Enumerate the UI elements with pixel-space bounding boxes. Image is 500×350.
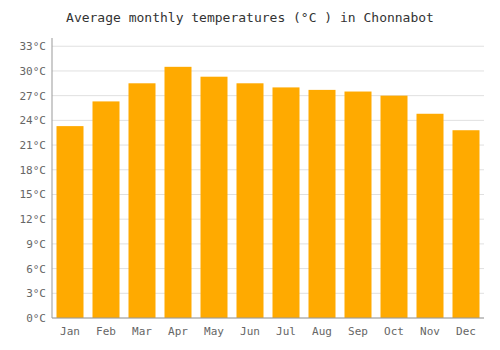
- x-tick-label: Jan: [60, 325, 80, 338]
- x-tick-label: Nov: [420, 325, 440, 338]
- y-tick-label: 27°C: [20, 90, 47, 103]
- x-tick-label: Dec: [456, 325, 476, 338]
- y-tick-label: 15°C: [20, 188, 47, 201]
- grid-line: [52, 46, 484, 47]
- x-tick-label: Apr: [168, 325, 188, 338]
- grid-line: [52, 318, 484, 319]
- bar: [453, 130, 480, 318]
- bar: [417, 114, 444, 318]
- grid-line: [52, 70, 484, 71]
- bar: [57, 126, 84, 318]
- bar: [273, 87, 300, 318]
- x-tick-label: Oct: [384, 325, 404, 338]
- bar: [201, 77, 228, 318]
- y-tick-label: 6°C: [26, 263, 46, 276]
- chart-container: Average monthly temperatures (°C ) in Ch…: [0, 0, 500, 350]
- y-tick-label: 30°C: [20, 65, 47, 78]
- x-tick-label: Aug: [312, 325, 332, 338]
- bar: [309, 90, 336, 318]
- y-tick-label: 33°C: [20, 40, 47, 53]
- x-tick-label: Mar: [132, 325, 152, 338]
- y-tick-label: 12°C: [20, 213, 47, 226]
- bar: [381, 96, 408, 318]
- y-tick-label: 3°C: [26, 287, 46, 300]
- bars: [57, 67, 480, 318]
- y-grid: [52, 46, 484, 318]
- y-tick-label: 18°C: [20, 164, 47, 177]
- x-tick-label: Jun: [240, 325, 260, 338]
- x-tick-label: Jul: [276, 325, 296, 338]
- chart: Average monthly temperatures (°C ) in Ch…: [0, 0, 500, 350]
- x-tick-label: Feb: [96, 325, 116, 338]
- x-tick-label: May: [204, 325, 224, 338]
- y-tick-label: 9°C: [26, 238, 46, 251]
- y-tick-label: 24°C: [20, 114, 47, 127]
- y-tick-label: 21°C: [20, 139, 47, 152]
- bar: [165, 67, 192, 318]
- x-tick-label: Sep: [348, 325, 368, 338]
- bar: [129, 83, 156, 318]
- bar: [237, 83, 264, 318]
- x-axis-line: [52, 318, 484, 319]
- bar: [345, 92, 372, 318]
- bar: [93, 101, 120, 318]
- title: Average monthly temperatures (°C ) in Ch…: [66, 10, 434, 25]
- y-axis-line: [52, 38, 53, 318]
- y-tick-label: 0°C: [26, 312, 46, 325]
- grid-line: [52, 95, 484, 96]
